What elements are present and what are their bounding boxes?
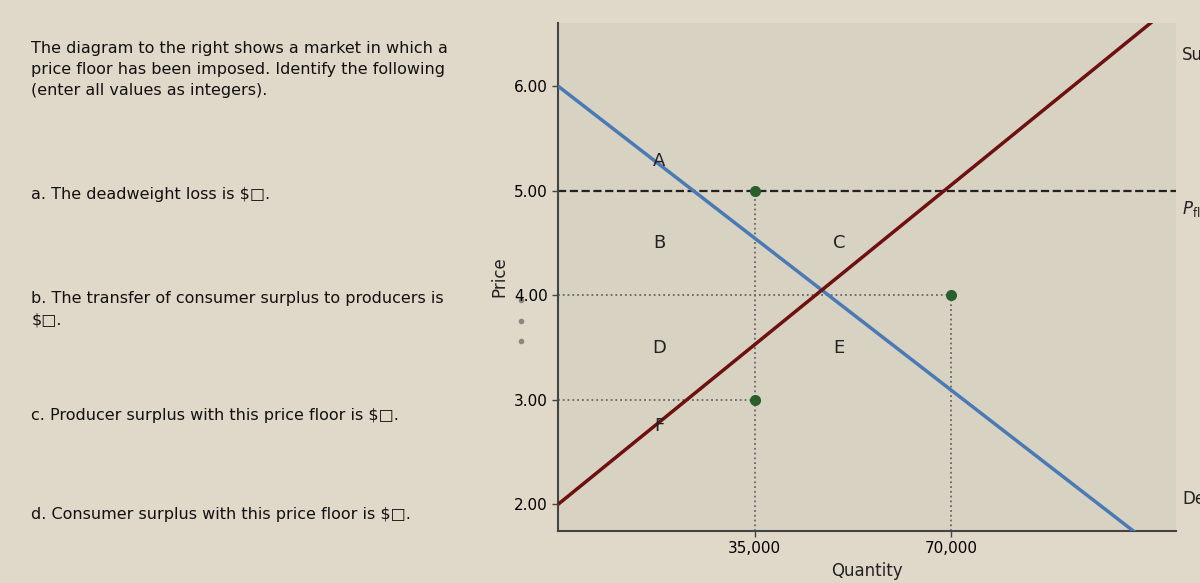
Text: C: C	[833, 234, 845, 252]
Text: Demand: Demand	[1182, 490, 1200, 508]
Text: B: B	[653, 234, 665, 252]
Text: c. Producer surplus with this price floor is $□.: c. Producer surplus with this price floo…	[31, 408, 400, 423]
Text: d. Consumer surplus with this price floor is $□.: d. Consumer surplus with this price floo…	[31, 507, 412, 522]
Text: b. The transfer of consumer surplus to producers is
$□.: b. The transfer of consumer surplus to p…	[31, 292, 444, 328]
Text: E: E	[833, 339, 845, 357]
Text: $P_{\mathrm{floor}}$: $P_{\mathrm{floor}}$	[1182, 199, 1200, 219]
Y-axis label: Price: Price	[490, 257, 508, 297]
Text: F: F	[654, 417, 665, 435]
Text: A: A	[653, 152, 665, 170]
X-axis label: Quantity: Quantity	[832, 561, 902, 580]
Text: The diagram to the right shows a market in which a
price floor has been imposed.: The diagram to the right shows a market …	[31, 41, 448, 98]
Text: Supply: Supply	[1182, 45, 1200, 64]
Text: D: D	[652, 339, 666, 357]
Text: a. The deadweight loss is $□.: a. The deadweight loss is $□.	[31, 187, 270, 202]
